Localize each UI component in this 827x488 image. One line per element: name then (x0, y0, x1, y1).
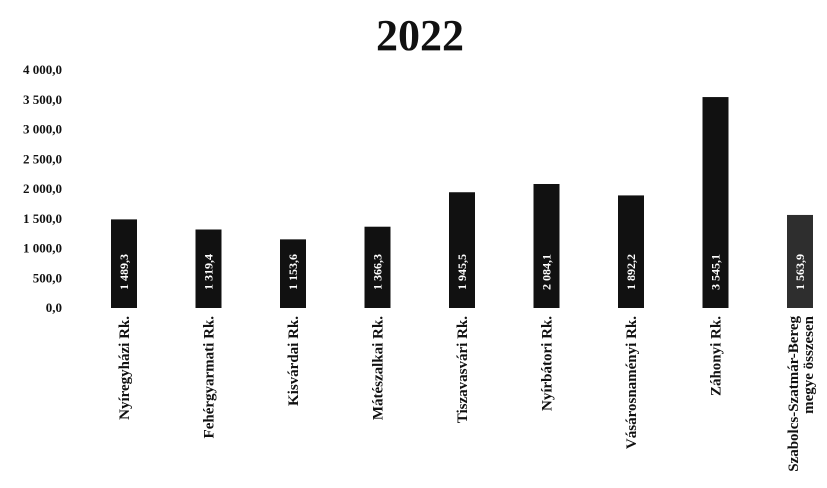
x-tick-label: Vásárosnaményi Rk. (624, 316, 640, 449)
x-tick-label: Kisvárdai Rk. (286, 316, 302, 406)
x-tick-label: Nyírbátori Rk. (540, 316, 556, 411)
bar (618, 195, 644, 308)
bar-value-label: 1 366,3 (371, 254, 385, 290)
bar-value-label: 1 892,2 (624, 254, 638, 290)
bar (702, 97, 729, 308)
bar-value-label: 3 545,1 (709, 254, 723, 290)
y-tick-label: 3 000,0 (23, 122, 62, 137)
bars: 1 489,3 1 319,4 1 153,6 1 366,3 1 945,5 2 084… (111, 97, 813, 308)
x-tick-label: Fehérgyarmati Rk. (202, 316, 218, 439)
chart-title: 2022 (376, 11, 464, 60)
bar-value-label: 1 945,5 (455, 254, 469, 290)
bar (533, 183, 560, 308)
y-tick-label: 2 500,0 (23, 151, 62, 166)
y-tick-label: 1 000,0 (23, 241, 62, 256)
bar-value-label: 1 153,6 (286, 254, 300, 290)
y-tick-label: 500,0 (33, 270, 62, 285)
bar-value-label: 1 319,4 (202, 254, 216, 290)
y-tick-label: 1 500,0 (23, 211, 62, 226)
x-tick-label: Tiszavasvári Rk. (455, 316, 471, 423)
bar-value-label: 1 489,3 (117, 254, 131, 290)
bar (280, 239, 306, 308)
bar (195, 229, 222, 308)
bar-value-label: 1 563,9 (793, 254, 807, 290)
y-tick-label: 2 000,0 (23, 181, 62, 196)
y-tick-label: 3 500,0 (23, 92, 62, 107)
y-axis: 0,0 500,0 1 000,0 1 500,0 2 000,0 2 500,0 3 00… (23, 62, 62, 315)
x-tick-label: Záhonyi Rk. (709, 316, 725, 396)
y-tick-label: 0,0 (46, 300, 62, 315)
bar (364, 226, 391, 308)
x-tick-label: Nyíregyházi Rk. (117, 316, 133, 420)
bar (787, 214, 813, 308)
x-tick-label: megye összesen (801, 315, 817, 414)
bar-value-label: 2 084,1 (540, 254, 554, 290)
x-axis: Nyíregyházi Rk. Fehérgyarmati Rk. Kisvárda… (117, 315, 817, 471)
bar (111, 219, 137, 308)
y-tick-label: 4 000,0 (23, 62, 62, 77)
x-tick-label: Szabolcs-Szatmár-Bereg (786, 316, 802, 472)
bar (449, 192, 475, 308)
x-tick-label: Mátészalkai Rk. (371, 316, 387, 420)
